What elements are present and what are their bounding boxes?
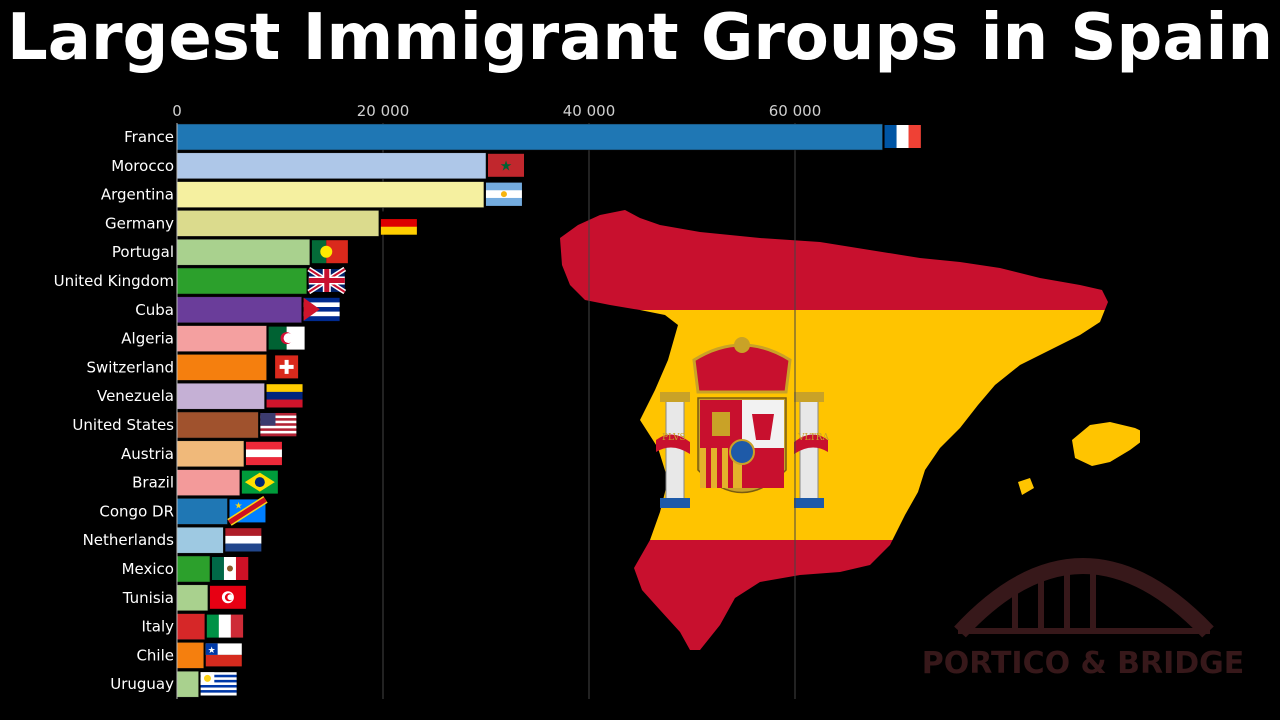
bar-uruguay (176, 670, 199, 698)
category-label: Italy (141, 618, 174, 636)
category-label: Brazil (132, 474, 174, 492)
page-title: Largest Immigrant Groups in Spain (6, 1, 1274, 75)
bar-usa (176, 411, 259, 439)
watermark-text: PORTICO & BRIDGE (922, 646, 1245, 681)
france-flag-icon (884, 125, 921, 148)
chile-flag-icon: ★ (205, 643, 242, 667)
bar-algeria (176, 325, 267, 352)
category-label: Venezuela (97, 387, 174, 405)
netherlands-flag-icon (225, 528, 262, 552)
svg-text:★: ★ (234, 501, 242, 511)
x-tick-label: 60 000 (769, 102, 822, 120)
category-label: Congo DR (99, 502, 174, 520)
category-label: Germany (105, 214, 174, 232)
bar-congo (176, 498, 228, 525)
usa-flag-icon (260, 413, 297, 437)
banner-right-text: VLTRA (797, 433, 830, 443)
bar-portugal (176, 238, 311, 266)
bar-austria (176, 440, 245, 468)
category-label: Portugal (112, 243, 174, 261)
category-label: Cuba (135, 301, 174, 319)
category-label: United States (72, 416, 174, 434)
italy-flag-icon (206, 614, 244, 638)
bar-morocco (176, 152, 487, 180)
x-tick-label: 0 (172, 102, 182, 120)
coat-of-arms-icon: PLVS VLTRA (656, 337, 830, 508)
bar-germany (176, 210, 380, 237)
bar-tunisia (176, 584, 209, 612)
category-label: Netherlands (83, 531, 175, 549)
bar-france (176, 123, 883, 151)
bar-chile (176, 642, 205, 669)
x-tick-label: 40 000 (563, 102, 616, 120)
morocco-flag-icon: ★ (488, 153, 524, 177)
category-label: Argentina (101, 186, 174, 204)
argentina-flag-icon (485, 182, 522, 206)
bar-uk (176, 267, 308, 295)
bar-brazil (176, 469, 241, 496)
bar-italy (176, 613, 206, 640)
switzerland-flag-icon (275, 355, 299, 379)
category-label: United Kingdom (54, 272, 174, 290)
brazil-flag-icon (241, 470, 278, 494)
venezuela-flag-icon (266, 384, 303, 408)
bar-cuba (176, 296, 302, 324)
bar-switzerland (176, 354, 267, 381)
portugal-flag-icon (311, 240, 348, 264)
germany-flag-icon (380, 211, 417, 235)
x-tick-label: 20 000 (357, 102, 410, 120)
category-label: Mexico (122, 560, 174, 578)
uk-flag-icon (307, 266, 347, 295)
cuba-flag-icon (303, 297, 340, 322)
svg-text:★: ★ (500, 158, 513, 174)
category-label: France (124, 128, 174, 146)
bar-netherlands (176, 526, 224, 554)
category-label: Chile (136, 646, 174, 664)
bar-mexico (176, 555, 211, 583)
category-label: Austria (121, 445, 174, 463)
banner-left-text: PLVS (662, 433, 686, 443)
austria-flag-icon (245, 441, 282, 466)
category-label: Switzerland (87, 358, 175, 376)
category-label: Morocco (111, 157, 174, 175)
svg-text:★: ★ (208, 646, 216, 656)
category-label: Tunisia (122, 589, 174, 607)
algeria-flag-icon (268, 326, 305, 350)
uruguay-flag-icon (200, 672, 237, 696)
category-label: Uruguay (110, 675, 174, 693)
category-label: Algeria (121, 330, 174, 348)
tunisia-flag-icon (209, 585, 246, 609)
congo-flag-icon: ★ (227, 496, 268, 526)
bar-venezuela (176, 382, 265, 410)
mexico-flag-icon (211, 557, 249, 580)
bar-argentina (176, 181, 485, 208)
